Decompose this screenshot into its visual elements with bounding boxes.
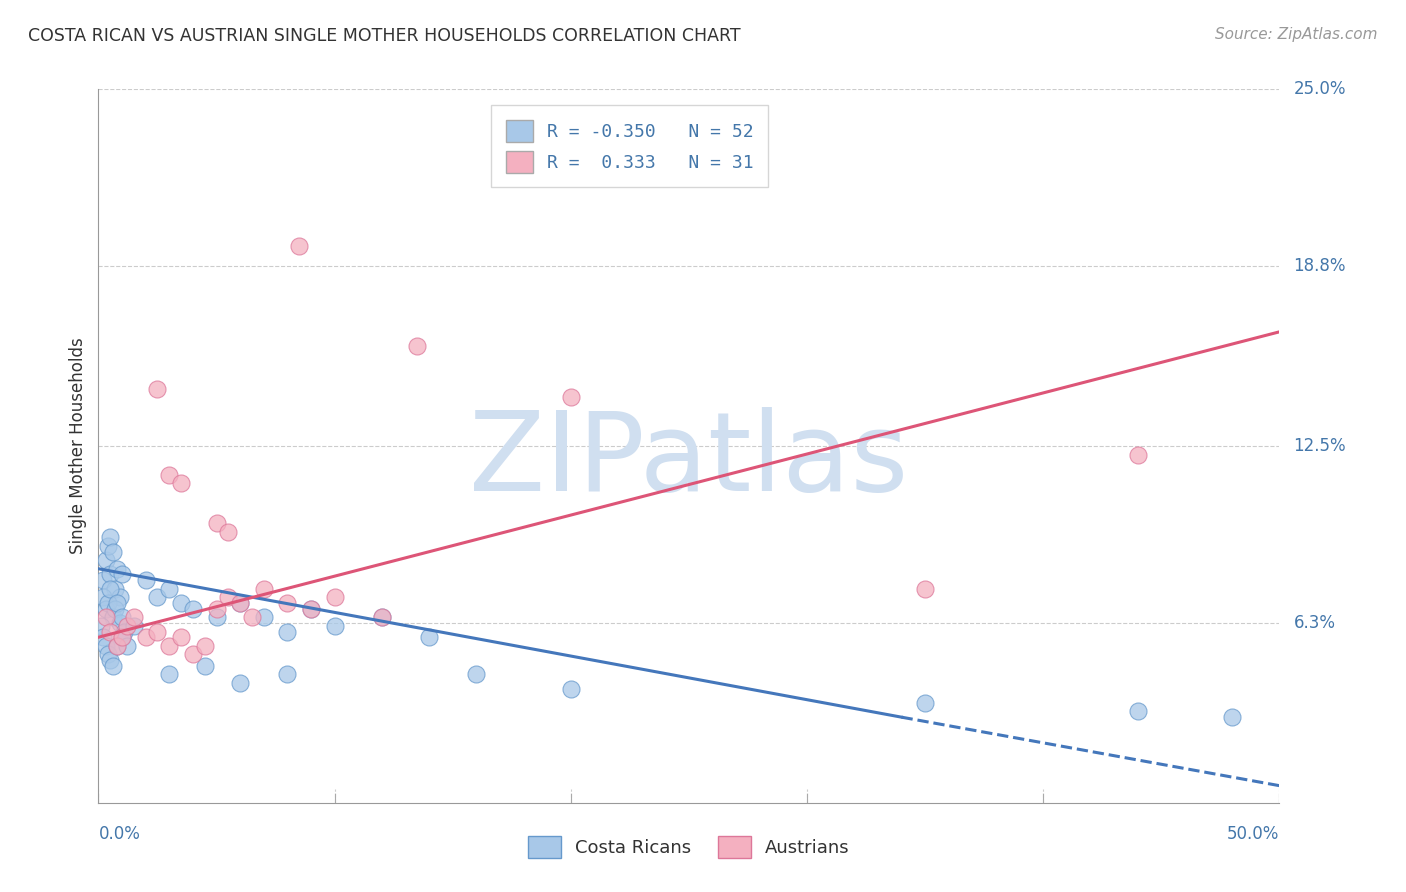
Point: [914, 696, 936, 710]
Point: [98, 653, 121, 667]
Point: [104, 582, 127, 596]
Point: [323, 591, 346, 605]
Point: [170, 630, 193, 644]
Point: [94, 639, 117, 653]
Point: [105, 639, 128, 653]
Point: [105, 639, 128, 653]
Point: [94, 553, 117, 567]
Point: [371, 610, 394, 624]
Point: [97, 648, 120, 662]
Point: [1126, 448, 1149, 462]
Point: [194, 658, 217, 673]
Point: [157, 582, 180, 596]
Point: [276, 667, 298, 681]
Point: [406, 339, 429, 353]
Point: [217, 524, 239, 539]
Point: [94, 601, 117, 615]
Point: [229, 596, 252, 610]
Text: 25.0%: 25.0%: [1294, 80, 1346, 98]
Point: [146, 591, 169, 605]
Point: [1126, 705, 1149, 719]
Point: [288, 239, 311, 253]
Point: [181, 648, 204, 662]
Point: [101, 544, 124, 558]
Point: [98, 567, 121, 582]
Point: [205, 516, 228, 530]
Point: [299, 601, 322, 615]
Text: 50.0%: 50.0%: [1227, 825, 1279, 843]
Point: [91, 573, 114, 587]
Text: ZIPatlas: ZIPatlas: [470, 407, 908, 514]
Point: [229, 596, 252, 610]
Point: [146, 624, 169, 639]
Point: [90, 619, 112, 633]
Point: [112, 624, 135, 639]
Point: [253, 610, 276, 624]
Text: 18.8%: 18.8%: [1294, 257, 1346, 275]
Point: [105, 562, 128, 576]
Text: COSTA RICAN VS AUSTRIAN SINGLE MOTHER HOUSEHOLDS CORRELATION CHART: COSTA RICAN VS AUSTRIAN SINGLE MOTHER HO…: [28, 27, 741, 45]
Point: [108, 615, 131, 630]
Legend: R = -0.350   N = 52, R =  0.333   N = 31: R = -0.350 N = 52, R = 0.333 N = 31: [491, 105, 769, 187]
Point: [170, 596, 193, 610]
Point: [98, 530, 121, 544]
Text: 0.0%: 0.0%: [98, 825, 141, 843]
Point: [418, 630, 440, 644]
Point: [111, 610, 134, 624]
Point: [157, 467, 180, 482]
Text: Source: ZipAtlas.com: Source: ZipAtlas.com: [1215, 27, 1378, 42]
Y-axis label: Single Mother Households: Single Mother Households: [69, 338, 87, 554]
Point: [101, 610, 124, 624]
Point: [276, 596, 298, 610]
Point: [111, 630, 134, 644]
Point: [97, 539, 120, 553]
Point: [135, 573, 157, 587]
Point: [560, 391, 582, 405]
Point: [194, 639, 217, 653]
Point: [560, 681, 582, 696]
Point: [115, 639, 138, 653]
Point: [240, 610, 263, 624]
Point: [122, 619, 145, 633]
Point: [229, 676, 252, 690]
Point: [276, 624, 298, 639]
Point: [181, 601, 204, 615]
Point: [91, 591, 114, 605]
Point: [205, 601, 228, 615]
Point: [253, 582, 276, 596]
Point: [170, 476, 193, 491]
Point: [104, 601, 127, 615]
Point: [98, 582, 121, 596]
Point: [146, 382, 169, 396]
Point: [371, 610, 394, 624]
Point: [97, 596, 120, 610]
Point: [111, 630, 134, 644]
Point: [299, 601, 322, 615]
Point: [323, 619, 346, 633]
Point: [94, 610, 117, 624]
Point: [157, 667, 180, 681]
Point: [98, 624, 121, 639]
Point: [205, 610, 228, 624]
Point: [1220, 710, 1243, 724]
Point: [135, 630, 157, 644]
Point: [122, 610, 145, 624]
Point: [465, 667, 488, 681]
Point: [115, 619, 138, 633]
Point: [91, 630, 114, 644]
Point: [105, 596, 128, 610]
Point: [101, 658, 124, 673]
Text: 12.5%: 12.5%: [1294, 437, 1346, 455]
Point: [111, 567, 134, 582]
Point: [157, 639, 180, 653]
Text: 6.3%: 6.3%: [1294, 614, 1336, 632]
Point: [914, 582, 936, 596]
Point: [217, 591, 239, 605]
Point: [108, 591, 131, 605]
